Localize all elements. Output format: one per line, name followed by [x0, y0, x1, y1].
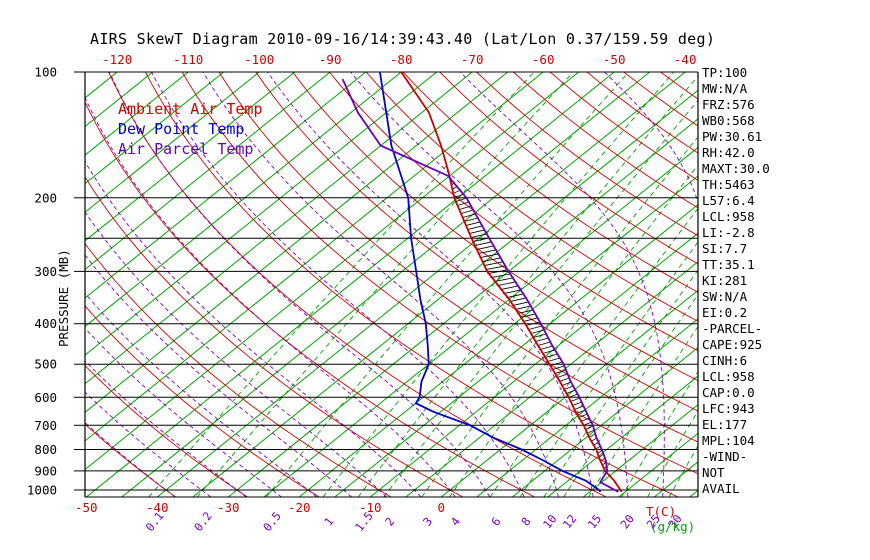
stat-line: MW:N/A: [702, 81, 748, 96]
stat-line: NOT: [702, 465, 725, 480]
stat-line: WB0:568: [702, 113, 755, 128]
air-parcel-temp-curve: [341, 78, 619, 493]
ambient-air-temp-curve: [400, 72, 623, 493]
bottom-temp-tick: -50: [75, 500, 98, 515]
mixing-ratio-label: 2: [382, 514, 397, 528]
top-temp-tick: -50: [603, 52, 626, 67]
mixing-ratio-label: 15: [585, 512, 605, 532]
top-temp-tick: -40: [674, 52, 697, 67]
stat-line: RH:42.0: [702, 145, 755, 160]
pressure-tick-label: 1000: [27, 483, 57, 498]
bottom-temp-tick: -30: [217, 500, 240, 515]
stats-panel: TP:100 MW:N/A FRZ:576 WB0:568 PW:30.61 RH:42.…: [702, 65, 770, 497]
stat-line: LCL:958: [702, 209, 755, 224]
mixing-ratio-label: 30: [665, 512, 685, 532]
stat-line: TP:100: [702, 65, 748, 80]
mixing-ratio-label: 10: [540, 512, 560, 532]
stat-line: CAP:0.0: [702, 385, 755, 400]
mixing-ratio-label: 25: [644, 512, 664, 532]
bottom-temp-tick: 0: [438, 500, 446, 515]
top-temp-tick: -60: [532, 52, 555, 67]
stat-line: EL:177: [702, 417, 748, 432]
mixing-ratio-label: 12: [560, 512, 580, 532]
pressure-tick-label: 300: [34, 264, 57, 279]
pressure-tick-label: 600: [34, 390, 57, 405]
stat-line: CAPE:925: [702, 337, 763, 352]
stat-line: LI:-2.8: [702, 225, 755, 240]
stat-line: SI:7.7: [702, 241, 748, 256]
top-temp-tick: -110: [173, 52, 203, 67]
mixing-ratio-label: 20: [617, 512, 637, 532]
dry-adiabat-lines: [85, 72, 698, 497]
stat-line: FRZ:576: [702, 97, 755, 112]
legend-ambient-air-temp: Ambient Air Temp: [118, 100, 263, 118]
stat-line: L57:6.4: [702, 193, 755, 208]
mixing-ratio-label: 4: [448, 514, 463, 528]
mixing-ratio-label: 0.2: [191, 509, 215, 534]
stat-line: EI:0.2: [702, 305, 748, 320]
sounding-layer: [341, 72, 623, 493]
legend: Ambient Air Temp Dew Point Temp Air Parc…: [118, 99, 263, 159]
stat-line: LFC:943: [702, 401, 755, 416]
mixing-ratio-label: 6: [488, 514, 503, 528]
isotherm-lines: [85, 72, 698, 497]
mixing-ratio-label: 1: [321, 514, 336, 528]
stat-line: SW:N/A: [702, 289, 748, 304]
bottom-temp-tick: -40: [146, 500, 169, 515]
plot-frame: [74, 71, 699, 498]
stat-line: MPL:104: [702, 433, 755, 448]
pressure-tick-label: 500: [34, 357, 57, 372]
stat-line: AVAIL: [702, 481, 740, 496]
mixing-ratio-label: 8: [518, 514, 533, 528]
chart-title: AIRS SkewT Diagram 2010-09-16/14:39:43.4…: [90, 30, 716, 48]
temp-unit-label: T(C): [646, 504, 676, 519]
stat-line: TH:5463: [702, 177, 755, 192]
mixing-unit-label: (g/kg): [650, 519, 695, 534]
legend-dew-point-temp: Dew Point Temp: [118, 120, 245, 138]
sounding-curves: [341, 72, 623, 493]
pressure-tick-label: 700: [34, 418, 57, 433]
pressure-tick-label: 400: [34, 316, 57, 331]
stat-line: CINH:6: [702, 353, 748, 368]
top-temp-tick: -100: [244, 52, 274, 67]
pressure-tick-label: 800: [34, 442, 57, 457]
stat-line: MAXT:30.0: [702, 161, 770, 176]
top-temp-tick: -120: [102, 52, 132, 67]
background-isopleths: [85, 72, 698, 497]
stat-line: KI:281: [702, 273, 748, 288]
pressure-tick-label: 900: [34, 463, 57, 478]
stat-line: TT:35.1: [702, 257, 755, 272]
dew-point-temp-curve: [379, 72, 602, 493]
moist-adiabat-lines: [85, 72, 698, 497]
stat-line: -WIND-: [702, 449, 748, 464]
mixing-ratio-label: 3: [420, 514, 435, 528]
stat-line: PW:30.61: [702, 129, 763, 144]
top-temp-tick: -80: [390, 52, 413, 67]
bottom-temp-tick: -10: [359, 500, 382, 515]
pressure-axis-label: PRESSURE (MB): [56, 249, 71, 347]
mixing-ratio-label: 0.5: [260, 509, 284, 534]
bottom-temp-tick: -20: [288, 500, 311, 515]
top-temp-tick: -90: [319, 52, 342, 67]
top-temp-tick: -70: [461, 52, 484, 67]
stat-line: -PARCEL-: [702, 321, 763, 336]
legend-air-parcel-temp: Air Parcel Temp: [118, 140, 254, 158]
pressure-tick-label: 100: [34, 65, 57, 80]
pressure-tick-label: 200: [34, 190, 57, 205]
stat-line: LCL:958: [702, 369, 755, 384]
